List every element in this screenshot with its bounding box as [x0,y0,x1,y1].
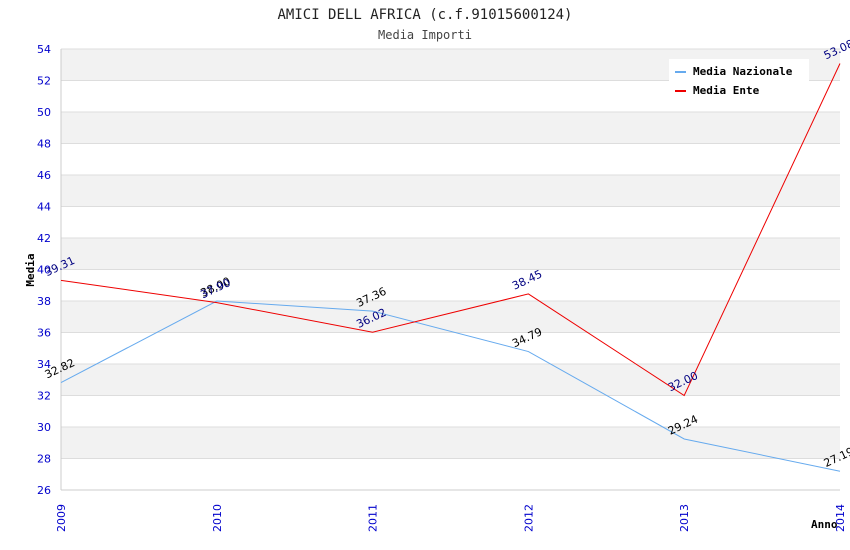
series-lines [60,63,841,472]
y-tick-label: 26 [37,484,51,497]
y-tick-label: 50 [37,106,51,119]
legend: Media Nazionale Media Ente [669,59,809,101]
series-line-media-nazionale [60,300,841,472]
chart-subtitle: Media Importi [378,28,472,42]
x-tick-labels: 2009 2010 2011 2012 2013 2014 [55,504,847,532]
x-tick-label: 2014 [834,504,847,532]
plot-background-bands [61,49,840,459]
plot-band [61,175,840,207]
chart-title: AMICI DELL AFRICA (c.f.91015600124) [277,7,572,23]
x-axis-label: Anno [811,518,838,531]
y-tick-label: 52 [37,75,51,88]
y-tick-label: 32 [37,390,51,403]
y-tick-label: 54 [37,43,51,56]
plot-band [61,112,840,144]
y-tick-label: 48 [37,138,51,151]
y-tick-labels: 26 28 30 32 34 36 38 40 42 44 46 48 50 52 54 [37,43,51,497]
x-tick-label: 2011 [367,504,380,532]
plot-band [61,427,840,459]
legend-label-media-nazionale: Media Nazionale [693,65,793,78]
plot-band [61,364,840,396]
y-tick-label: 28 [37,453,51,466]
y-tick-label: 42 [37,232,51,245]
legend-box [669,59,809,101]
series-line-media-ente [60,63,841,397]
x-tick-label: 2013 [678,504,691,532]
y-tick-label: 36 [37,327,51,340]
y-tick-label: 44 [37,201,51,214]
data-label: 39.31 [43,254,77,279]
y-tick-label: 40 [37,264,51,277]
x-tick-label: 2010 [211,504,224,532]
gridlines [61,48,840,491]
y-tick-label: 46 [37,169,51,182]
data-label: 38.45 [510,268,544,293]
legend-label-media-ente: Media Ente [693,84,760,97]
plot-band [61,301,840,333]
x-tick-label: 2009 [55,504,68,532]
x-tick-label: 2012 [522,504,535,532]
y-tick-label: 38 [37,295,51,308]
y-tick-label: 34 [37,358,51,371]
y-axis-label: Media [24,253,37,286]
plot-band [61,238,840,270]
y-tick-label: 30 [37,421,51,434]
